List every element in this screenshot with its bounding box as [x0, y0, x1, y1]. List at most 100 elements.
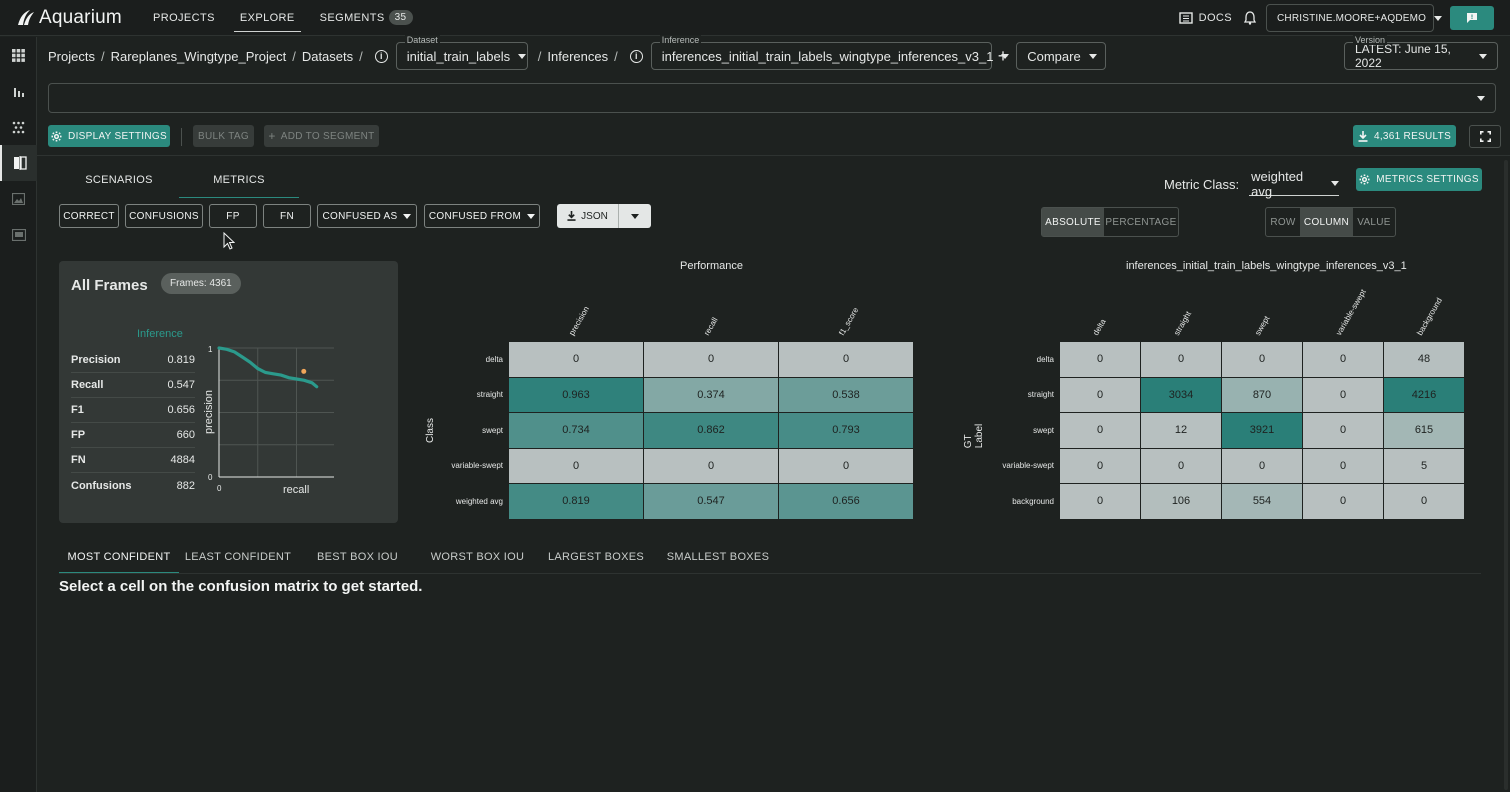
column-label: precision [566, 304, 591, 337]
confusion-cell[interactable]: 0 [1060, 448, 1140, 483]
confusion-cell[interactable]: 870 [1222, 377, 1302, 412]
confusion-cell[interactable]: 615 [1384, 413, 1464, 448]
inference-info-icon[interactable]: i [629, 49, 643, 63]
confusion-cell[interactable]: 0 [1384, 484, 1464, 519]
confusion-cell[interactable]: 554 [1222, 484, 1302, 519]
stat-label: Precision [71, 354, 121, 366]
filter-confused-from-button[interactable]: CONFUSED FROM [424, 204, 540, 228]
filter-fp-button[interactable]: FP [209, 204, 257, 228]
crumb-projects[interactable]: Projects [48, 48, 95, 64]
tab-worst-box-iou[interactable]: WORST BOX IOU [430, 550, 525, 563]
main-scrollbar[interactable] [1502, 156, 1510, 792]
toggle-column[interactable]: COLUMN [1300, 208, 1353, 236]
aquarium-logo[interactable]: Aquarium [16, 7, 128, 29]
toggle-percentage[interactable]: PERCENTAGE [1105, 216, 1177, 228]
metric-class-select[interactable]: weighted avg [1249, 169, 1340, 199]
filter-correct-button[interactable]: CORRECT [59, 204, 119, 228]
add-to-segment-button[interactable]: + ADD TO SEGMENT [264, 125, 379, 147]
pr-y-tick: 0 [208, 473, 213, 482]
column-label: swept [1252, 314, 1271, 337]
sidebar-slides-icon[interactable] [0, 217, 37, 253]
confusion-cell[interactable]: 0 [1060, 413, 1140, 448]
confusion-cell[interactable]: 48 [1384, 342, 1464, 377]
json-export-dropdown[interactable] [619, 204, 651, 228]
tab-largest-boxes[interactable]: LARGEST BOXES [547, 550, 644, 563]
tab-smallest-boxes[interactable]: SMALLEST BOXES [666, 550, 770, 563]
docs-link[interactable]: DOCS [1178, 12, 1232, 24]
confused-as-label: CONFUSED AS [322, 210, 398, 222]
nav-projects[interactable]: PROJECTS [153, 11, 215, 24]
confusion-cell[interactable]: 0 [1303, 484, 1383, 519]
confusion-cell[interactable]: 0 [1060, 342, 1140, 377]
tab-scenarios[interactable]: SCENARIOS [85, 174, 153, 186]
stat-row-confusions: Confusions 882 [71, 473, 195, 498]
performance-cell: 0.862 [644, 413, 778, 448]
performance-cell: 0 [779, 448, 913, 483]
confusion-cell[interactable]: 0 [1141, 342, 1221, 377]
confusion-cell[interactable]: 3921 [1222, 413, 1302, 448]
confusion-cell[interactable]: 0 [1303, 448, 1383, 483]
left-sidebar [0, 37, 37, 792]
chevron-down-icon [527, 213, 536, 219]
bulk-tag-button[interactable]: BULK TAG [193, 125, 254, 147]
confusion-cell[interactable]: 0 [1060, 484, 1140, 519]
inference-select[interactable]: Inference inferences_initial_train_label… [650, 35, 1010, 70]
dataset-select[interactable]: Dataset initial_train_labels [395, 35, 528, 70]
dataset-info-icon[interactable]: i [374, 49, 388, 63]
json-export-button[interactable]: JSON [557, 204, 619, 228]
stat-value: 882 [176, 479, 195, 492]
notifications-bell-icon[interactable] [1244, 11, 1256, 25]
query-bar[interactable] [48, 83, 1496, 113]
filter-fn-button[interactable]: FN [263, 204, 311, 228]
fullscreen-button[interactable] [1469, 125, 1501, 148]
download-icon [567, 211, 576, 221]
nav-segments[interactable]: SEGMENTS 35 [320, 0, 413, 36]
sidebar-image-icon[interactable] [0, 181, 37, 217]
confusion-cell[interactable]: 4216 [1384, 377, 1464, 412]
row-label: straight [476, 390, 503, 400]
confusion-cell[interactable]: 0 [1222, 342, 1302, 377]
book-icon [1178, 12, 1193, 24]
confusion-cell[interactable]: 5 [1384, 448, 1464, 483]
confusion-cell[interactable]: 106 [1141, 484, 1221, 519]
toggle-absolute[interactable]: ABSOLUTE [1042, 208, 1104, 236]
crumb-project[interactable]: Rareplanes_Wingtype_Project [110, 48, 287, 64]
sidebar-bar-chart-icon[interactable] [0, 73, 37, 109]
tab-metrics[interactable]: METRICS [179, 162, 299, 198]
tab-least-confident[interactable]: LEAST CONFIDENT [184, 550, 292, 563]
crumb-inferences[interactable]: Inferences [547, 48, 609, 64]
sidebar-scatter-icon[interactable] [0, 109, 37, 145]
tab-best-box-iou[interactable]: BEST BOX IOU [316, 550, 399, 563]
row-label: variable-swept [451, 461, 503, 471]
confusion-cell[interactable]: 12 [1141, 413, 1221, 448]
chevron-down-icon [403, 213, 412, 219]
feedback-chat-button[interactable] [1450, 6, 1494, 30]
stat-row-precision: Precision 0.819 [71, 348, 195, 373]
download-results-button[interactable]: 4,361 RESULTS [1353, 125, 1456, 147]
confusion-cell[interactable]: 0 [1303, 413, 1383, 448]
nav-explore[interactable]: EXPLORE [233, 0, 301, 36]
filter-confusions-button[interactable]: CONFUSIONS [125, 204, 203, 228]
confusion-cell[interactable]: 3034 [1141, 377, 1221, 412]
metrics-settings-button[interactable]: METRICS SETTINGS [1356, 168, 1482, 191]
toggle-row[interactable]: ROW [1270, 216, 1296, 228]
user-menu-button[interactable]: CHRISTINE.MOORE+AQDEMO [1266, 4, 1443, 32]
tab-most-confident[interactable]: MOST CONFIDENT [59, 540, 179, 573]
confusion-cell[interactable]: 0 [1303, 377, 1383, 412]
crumb-separator: / [292, 48, 296, 64]
confusion-cell[interactable]: 0 [1303, 342, 1383, 377]
display-settings-button[interactable]: DISPLAY SETTINGS [48, 125, 170, 147]
confusion-cell[interactable]: 0 [1222, 448, 1302, 483]
sidebar-grid-icon[interactable] [0, 37, 37, 73]
stat-label: FN [71, 454, 86, 466]
filter-confused-as-button[interactable]: CONFUSED AS [317, 204, 417, 228]
toggle-value[interactable]: VALUE [1357, 216, 1391, 228]
segments-count-badge: 35 [388, 10, 413, 25]
sidebar-compare-icon[interactable] [0, 145, 37, 181]
chevron-down-icon[interactable] [1477, 96, 1485, 101]
version-select[interactable]: Version LATEST: June 15, 2022 [1344, 35, 1498, 70]
compare-select[interactable]: Compare [1016, 42, 1107, 70]
confusion-cell[interactable]: 0 [1141, 448, 1221, 483]
crumb-datasets[interactable]: Datasets [301, 48, 354, 64]
confusion-cell[interactable]: 0 [1060, 377, 1140, 412]
